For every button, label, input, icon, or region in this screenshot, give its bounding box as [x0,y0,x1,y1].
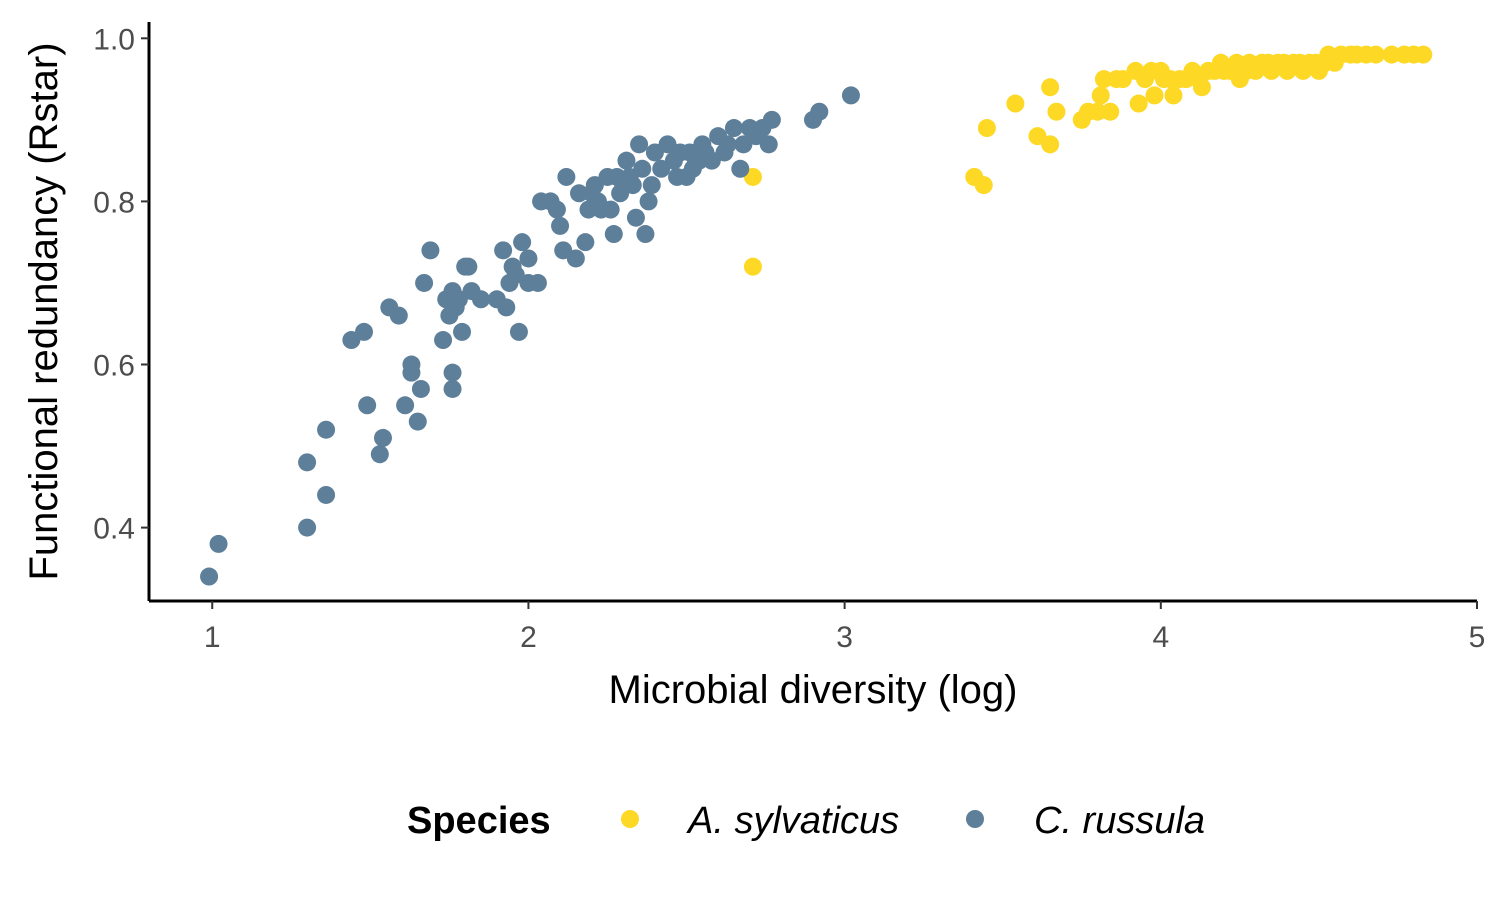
data-point-a-sylvaticus-61 [1366,45,1385,64]
x-tick-label: 3 [836,621,853,654]
data-point-c-russula-28 [453,322,472,341]
data-point-c-russula-40 [513,233,532,252]
data-point-c-russula-89 [718,135,737,154]
data-point-c-russula-47 [551,216,570,235]
data-point-c-russula-99 [810,102,829,121]
data-point-c-russula-20 [434,331,453,350]
legend-key-a-sylvaticus [621,810,639,828]
data-point-c-russula-34 [494,241,513,260]
data-point-c-russula-72 [642,176,661,195]
y-axis-ticks: 0.4 0.6 0.8 1.0 [93,23,149,546]
y-tick-label: 0.8 [93,186,135,219]
data-point-c-russula-19 [421,241,440,260]
data-point-a-sylvaticus-26 [1164,86,1183,105]
data-point-a-sylvaticus-31 [1192,78,1211,97]
data-point-c-russula-39 [509,322,528,341]
legend-label-c-russula: C. russula [1034,800,1205,842]
data-point-a-sylvaticus-15 [1101,102,1120,121]
data-point-a-sylvaticus-65 [1414,45,1433,64]
data-point-a-sylvaticus-3 [974,176,993,195]
data-point-c-russula-50 [566,249,585,268]
data-point-c-russula-43 [528,273,547,292]
data-point-c-russula-100 [841,86,860,105]
data-point-c-russula-97 [762,110,781,129]
data-point-c-russula-46 [547,200,566,219]
legend-key-c-russula [966,810,984,828]
data-point-c-russula-1 [209,534,228,553]
data-point-c-russula-0 [200,567,219,586]
legend: Species A. sylvaticus C. russula [407,800,1205,842]
data-point-a-sylvaticus-19 [1129,94,1148,113]
data-point-c-russula-71 [639,192,658,211]
points-layer [200,45,1433,586]
data-point-c-russula-96 [759,135,778,154]
x-tick-label: 4 [1152,621,1169,654]
data-point-c-russula-32 [472,290,490,309]
data-point-a-sylvaticus-8 [1041,78,1060,97]
data-point-a-sylvaticus-22 [1145,86,1164,105]
data-point-c-russula-91 [731,159,750,178]
data-point-c-russula-24 [443,363,462,382]
data-point-a-sylvaticus-62 [1382,45,1401,64]
data-point-c-russula-4 [317,485,336,504]
data-point-a-sylvaticus-5 [1006,94,1025,113]
y-axis-title: Functional redundancy (Rstar) [22,42,66,580]
data-point-a-sylvaticus-9 [1047,102,1066,121]
y-tick-label: 1.0 [93,23,135,56]
data-point-c-russula-59 [601,200,620,219]
data-point-a-sylvaticus-13 [1091,86,1110,105]
data-point-a-sylvaticus-12 [1088,102,1107,121]
data-point-c-russula-67 [626,208,645,227]
data-point-c-russula-18 [415,273,434,292]
data-point-c-russula-68 [630,135,649,154]
legend-label-a-sylvaticus: A. sylvaticus [686,800,899,842]
x-tick-label: 2 [520,621,537,654]
data-point-c-russula-10 [373,428,392,447]
data-point-c-russula-25 [443,379,462,398]
data-point-c-russula-9 [370,445,389,464]
data-point-c-russula-17 [411,379,430,398]
data-point-c-russula-16 [408,412,427,431]
data-point-a-sylvaticus-1 [743,257,762,276]
data-point-c-russula-64 [617,151,636,170]
data-point-c-russula-3 [298,453,317,472]
x-axis-title: Microbial diversity (log) [609,668,1018,712]
data-point-c-russula-12 [389,306,408,325]
data-point-c-russula-8 [358,396,377,415]
y-tick-label: 0.4 [93,513,135,546]
x-axis-ticks: 1 2 3 4 5 [204,601,1485,654]
data-point-c-russula-52 [576,233,595,252]
data-point-c-russula-51 [570,184,589,203]
data-point-c-russula-66 [623,176,642,195]
y-tick-label: 0.6 [93,350,135,383]
data-point-c-russula-13 [396,396,415,415]
data-point-c-russula-30 [459,257,478,276]
data-point-c-russula-7 [355,322,374,341]
data-point-c-russula-15 [402,363,421,382]
data-point-a-sylvaticus-4 [977,119,996,138]
data-point-c-russula-60 [604,225,623,244]
data-point-c-russula-35 [497,298,516,317]
data-point-a-sylvaticus-7 [1041,135,1060,154]
data-point-c-russula-5 [317,420,336,439]
data-point-c-russula-41 [519,249,538,268]
x-tick-label: 1 [204,621,221,654]
data-point-c-russula-90 [724,119,743,138]
data-point-c-russula-2 [298,518,317,537]
legend-title: Species [407,800,551,842]
data-point-c-russula-70 [636,225,655,244]
data-point-c-russula-69 [633,159,652,178]
x-tick-label: 5 [1469,621,1486,654]
data-point-c-russula-49 [557,167,576,186]
data-point-a-sylvaticus-14 [1094,70,1113,89]
